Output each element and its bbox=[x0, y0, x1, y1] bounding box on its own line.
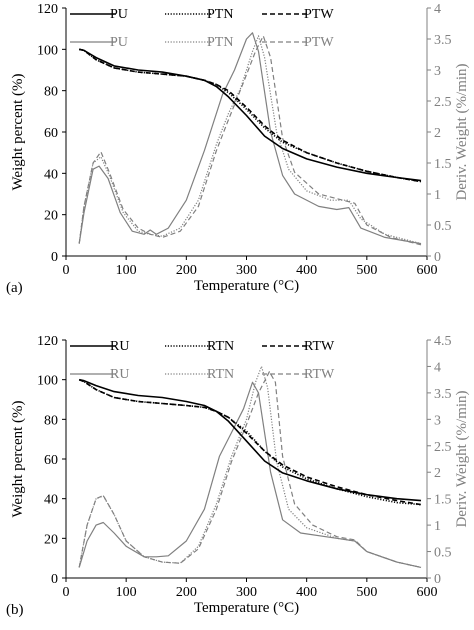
x-tick-label: 100 bbox=[116, 263, 137, 278]
deriv-legend-label-rtn: RTN bbox=[207, 367, 234, 382]
y-tick-label: 120 bbox=[37, 334, 58, 349]
weight-legend-label-ptn: PTN bbox=[207, 7, 233, 22]
y2-tick-label: 1.5 bbox=[434, 157, 452, 172]
y-axis-label: Weight percent (%) bbox=[10, 400, 26, 517]
y-tick-label: 0 bbox=[51, 572, 58, 587]
x-tick-label: 300 bbox=[236, 263, 257, 278]
x-tick-label: 400 bbox=[296, 585, 317, 600]
deriv-line-ru bbox=[78, 381, 422, 568]
y2-tick-label: 4.5 bbox=[434, 334, 452, 349]
y2-axis-label: Deriv. Weight (%/min) bbox=[454, 390, 470, 527]
weight-legend-label-rtw: RTW bbox=[304, 339, 335, 354]
deriv-legend-label-pu: PU bbox=[110, 35, 128, 50]
y2-tick-label: 3 bbox=[434, 64, 441, 79]
x-tick-label: 500 bbox=[356, 585, 377, 600]
weight-line-rtn bbox=[78, 378, 422, 506]
deriv-line-rtw bbox=[78, 371, 422, 568]
y2-tick-label: 3.5 bbox=[434, 33, 452, 48]
weight-line-ptw bbox=[79, 48, 422, 183]
y2-tick-label: 2 bbox=[434, 466, 441, 481]
y2-tick-label: 0.5 bbox=[434, 219, 452, 234]
weight-line-ru bbox=[79, 378, 422, 502]
y2-tick-label: 3 bbox=[434, 413, 441, 428]
panel-label: (b) bbox=[6, 602, 24, 618]
y-tick-label: 60 bbox=[44, 126, 58, 141]
x-tick-label: 200 bbox=[176, 585, 197, 600]
x-tick-label: 600 bbox=[417, 585, 438, 600]
deriv-legend-label-ptn: PTN bbox=[207, 35, 233, 50]
y2-tick-label: 0.5 bbox=[434, 546, 452, 561]
y2-tick-label: 1 bbox=[434, 188, 441, 203]
x-tick-label: 400 bbox=[296, 263, 317, 278]
deriv-legend-label-ru: RU bbox=[110, 367, 129, 382]
y-tick-label: 120 bbox=[37, 2, 58, 17]
weight-legend-label-ru: RU bbox=[110, 339, 129, 354]
x-tick-label: 200 bbox=[176, 263, 197, 278]
y-tick-label: 80 bbox=[44, 413, 58, 428]
y2-tick-label: 2.5 bbox=[434, 440, 452, 455]
y-tick-label: 20 bbox=[44, 532, 58, 547]
y2-tick-label: 4 bbox=[434, 360, 441, 375]
weight-legend-label-ptw: PTW bbox=[304, 7, 334, 22]
y2-tick-label: 1 bbox=[434, 519, 441, 534]
y-tick-label: 40 bbox=[44, 493, 58, 508]
y2-tick-label: 2.5 bbox=[434, 95, 452, 110]
panel-b: 0 100 200 300 400 500 60002040608010012000.511… bbox=[6, 334, 470, 618]
panel-label: (a) bbox=[6, 280, 23, 296]
deriv-line-ptw bbox=[78, 35, 422, 246]
y-tick-label: 20 bbox=[44, 209, 58, 224]
y-tick-label: 40 bbox=[44, 167, 58, 182]
panel-a: 0 100 200 300 400 500 60002040608010012000.511… bbox=[6, 2, 470, 296]
deriv-legend-label-rtw: RTW bbox=[304, 367, 335, 382]
x-tick-label: 100 bbox=[116, 585, 137, 600]
x-axis-label: Temperature (°C) bbox=[194, 600, 299, 616]
y-tick-label: 100 bbox=[37, 43, 58, 58]
y-tick-label: 60 bbox=[44, 453, 58, 468]
weight-legend-label-pu: PU bbox=[110, 7, 128, 22]
y-axis-label: Weight percent (%) bbox=[10, 73, 26, 190]
y2-tick-label: 2 bbox=[434, 126, 441, 141]
weight-legend-label-rtn: RTN bbox=[207, 339, 234, 354]
x-tick-label: 300 bbox=[236, 585, 257, 600]
x-tick-label: 500 bbox=[356, 263, 377, 278]
deriv-legend-label-ptw: PTW bbox=[304, 35, 334, 50]
weight-line-pu bbox=[79, 48, 422, 182]
x-tick-label: 0 bbox=[63, 263, 70, 278]
y2-tick-label: 3.5 bbox=[434, 387, 452, 402]
deriv-line-ptn bbox=[78, 35, 422, 245]
y2-tick-label: 1.5 bbox=[434, 493, 452, 508]
weight-line-rtw bbox=[78, 378, 422, 506]
x-tick-label: 0 bbox=[63, 585, 70, 600]
y-tick-label: 0 bbox=[51, 250, 58, 265]
y2-tick-label: 4 bbox=[434, 2, 441, 17]
y2-axis-label: Deriv. Weight (%/min) bbox=[454, 63, 470, 200]
y2-tick-label: 0 bbox=[434, 250, 441, 265]
y-tick-label: 80 bbox=[44, 85, 58, 100]
deriv-line-rtn bbox=[78, 365, 422, 568]
x-tick-label: 600 bbox=[417, 263, 438, 278]
y-tick-label: 100 bbox=[37, 374, 58, 389]
x-axis-label: Temperature (°C) bbox=[194, 278, 299, 294]
y2-tick-label: 0 bbox=[434, 572, 441, 587]
deriv-line-pu bbox=[78, 32, 422, 245]
